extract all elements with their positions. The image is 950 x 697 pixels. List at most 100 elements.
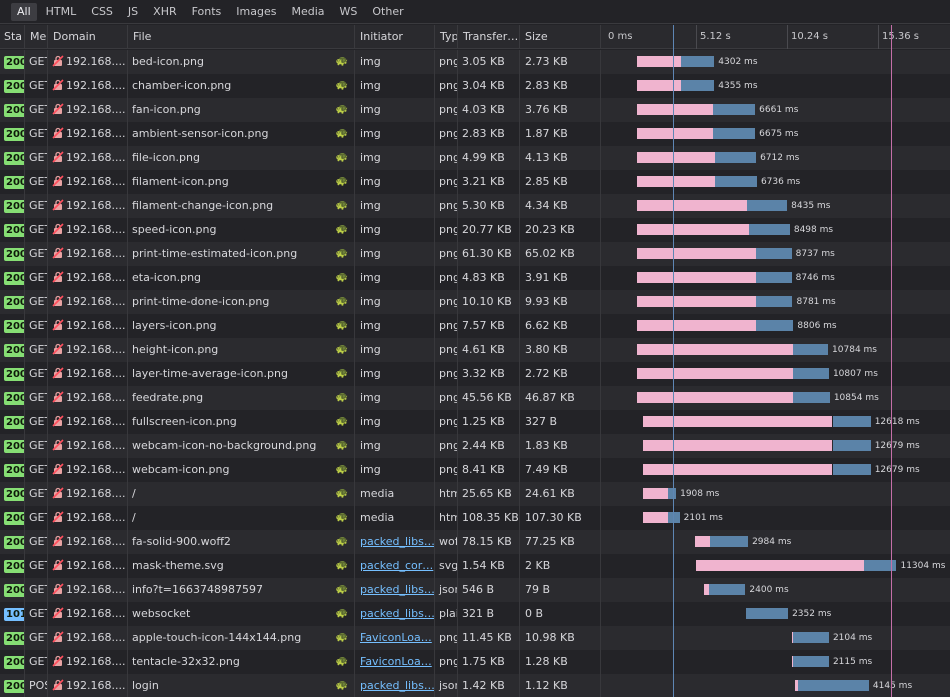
column-header-initiator[interactable]: Initiator — [356, 25, 435, 49]
waterfall-receiving-bar — [793, 368, 829, 379]
request-row[interactable]: 200GET 192.168.... eta-icon.png 🐢 imgpng4.83… — [0, 266, 950, 290]
status-badge: 200 — [4, 464, 24, 477]
domain-text: 192.168.... — [66, 343, 126, 356]
domain-text: 192.168.... — [66, 151, 126, 164]
filter-tab-other[interactable]: Other — [372, 4, 404, 18]
request-row[interactable]: 200GET192.168....print-time-estimated-ic… — [0, 242, 950, 266]
waterfall-receiving-bar — [756, 296, 793, 307]
type-cell: png — [436, 626, 458, 650]
initiator-cell[interactable]: packed_libs… — [356, 578, 435, 602]
request-list: 200GET192.168....bed-icon.png🐢imgpng3.05… — [0, 50, 950, 697]
status-badge: 200 — [4, 296, 24, 309]
column-header-size[interactable]: Size — [521, 25, 601, 49]
column-header-transferred[interactable]: Transfer… — [459, 25, 520, 49]
request-row[interactable]: 200GET 192.168.... height-icon.png 🐢 imgpng4… — [0, 338, 950, 362]
initiator-cell[interactable]: FaviconLoa… — [356, 650, 435, 674]
waterfall-cell: 2984 ms — [602, 530, 950, 554]
slow-request-turtle-icon: 🐢 — [335, 104, 348, 115]
request-row[interactable]: 200GET 192.168.... bed-icon.png 🐢 imgpng3.05… — [0, 50, 950, 74]
initiator-cell[interactable]: packed_libs… — [356, 530, 435, 554]
waterfall-cell: 6661 ms — [602, 98, 950, 122]
insecure-connection-icon — [52, 388, 64, 403]
waterfall-header[interactable]: 0 ms 5.12 s 10.24 s 15.36 s — [602, 25, 950, 49]
domain-text: 192.168.... — [66, 55, 126, 68]
column-header-status[interactable]: Sta — [0, 25, 25, 49]
domain-cell: 192.168.... — [49, 554, 128, 578]
filter-tab-ws[interactable]: WS — [339, 4, 358, 18]
status-cell: 200 — [0, 170, 25, 194]
request-row[interactable]: 200GET 192.168.... layers-icon.png 🐢 imgpng7… — [0, 314, 950, 338]
request-row[interactable]: 200GET 192.168.... mask-theme.svg 🐢 packed_c… — [0, 554, 950, 578]
request-row[interactable]: 200GET 192.168.... info?t=1663748987597 🐢 pa… — [0, 578, 950, 602]
waterfall-receiving-bar — [748, 224, 790, 235]
initiator-cell[interactable]: packed_cor… — [356, 554, 435, 578]
filter-tab-all[interactable]: All — [11, 2, 37, 21]
filter-tab-media[interactable]: Media — [291, 4, 325, 18]
waterfall-waiting-bar — [636, 392, 794, 403]
request-row[interactable]: 200GET 192.168.... fan-icon.png 🐢 imgpng4.03… — [0, 98, 950, 122]
waterfall-receiving-bar — [793, 632, 829, 643]
waterfall-cell: 8498 ms — [602, 218, 950, 242]
request-row[interactable]: 200GET192.168....filament-change-icon.pn… — [0, 194, 950, 218]
request-row[interactable]: 200GET 192.168.... filament-icon.png 🐢 imgpn… — [0, 170, 950, 194]
transferred-cell: 1.25 KB — [459, 410, 520, 434]
size-cell: 7.49 KB — [521, 458, 601, 482]
request-row[interactable]: 200GET192.168..../🐢mediahtml108.35 KB107… — [0, 506, 950, 530]
initiator-cell[interactable]: packed_libs… — [356, 602, 435, 626]
slow-request-turtle-icon: 🐢 — [335, 680, 348, 691]
request-row[interactable]: 200GET192.168....speed-icon.png🐢imgpng20… — [0, 218, 950, 242]
status-badge: 200 — [4, 512, 24, 525]
size-cell: 2.73 KB — [521, 50, 601, 74]
filter-tab-css[interactable]: CSS — [91, 4, 113, 18]
status-cell: 200 — [0, 554, 25, 578]
request-row[interactable]: 200GET192.168....ambient-sensor-icon.png… — [0, 122, 950, 146]
filter-tab-images[interactable]: Images — [236, 4, 277, 18]
file-name: layer-time-average-icon.png — [132, 367, 288, 380]
initiator-cell[interactable]: FaviconLoa… — [356, 626, 435, 650]
domain-cell: 192.168.... — [49, 314, 128, 338]
request-row[interactable]: 200POST 192.168.... login 🐢 packed_libs…json… — [0, 674, 950, 697]
request-row[interactable]: 200GET192.168....webcam-icon-no-backgrou… — [0, 434, 950, 458]
file-cell: ambient-sensor-icon.png 🐢 — [129, 122, 355, 146]
request-row[interactable]: 200GET192.168....print-time-done-icon.pn… — [0, 290, 950, 314]
initiator-cell: img — [356, 170, 435, 194]
request-row[interactable]: 200GET 192.168.... tentacle-32x32.png 🐢 Favi… — [0, 650, 950, 674]
file-cell: filament-icon.png 🐢 — [129, 170, 355, 194]
request-row[interactable]: 200GET 192.168.... feedrate.png 🐢 imgpng45.5… — [0, 386, 950, 410]
column-header-file[interactable]: File — [129, 25, 355, 49]
status-cell: 200 — [0, 650, 25, 674]
file-name: ambient-sensor-icon.png — [132, 127, 269, 140]
request-row[interactable]: 200GET192.168....layer-time-average-icon… — [0, 362, 950, 386]
insecure-connection-icon — [52, 556, 64, 571]
method-cell: GET — [26, 122, 48, 146]
initiator-cell[interactable]: packed_libs… — [356, 674, 435, 697]
request-row[interactable]: 200GET 192.168.... webcam-icon.png 🐢 imgpng8… — [0, 458, 950, 482]
type-cell: png — [436, 122, 458, 146]
transferred-cell: 3.04 KB — [459, 74, 520, 98]
request-row[interactable]: 101GET 192.168.... websocket 🐢 packed_libs…p… — [0, 602, 950, 626]
request-row[interactable]: 200GET 192.168.... fullscreen-icon.png 🐢 img… — [0, 410, 950, 434]
filter-tab-html[interactable]: HTML — [45, 4, 77, 18]
file-cell: webcam-icon-no-background.png 🐢 — [129, 434, 355, 458]
size-cell: 10.98 KB — [521, 626, 601, 650]
size-cell: 1.87 KB — [521, 122, 601, 146]
filter-tab-js[interactable]: JS — [127, 4, 139, 18]
column-header-type[interactable]: Typ — [436, 25, 458, 49]
filter-tab-xhr[interactable]: XHR — [153, 4, 177, 18]
request-row[interactable]: 200GET 192.168.... chamber-icon.png 🐢 imgpng… — [0, 74, 950, 98]
file-name: websocket — [132, 607, 191, 620]
request-row[interactable]: 200GET 192.168.... file-icon.png 🐢 imgpng4.9… — [0, 146, 950, 170]
slow-request-turtle-icon: 🐢 — [335, 272, 348, 283]
filter-tab-fonts[interactable]: Fonts — [191, 4, 222, 18]
insecure-connection-icon — [52, 436, 64, 451]
slow-request-turtle-icon: 🐢 — [335, 176, 348, 187]
domain-cell: 192.168.... — [49, 506, 128, 530]
column-header-domain[interactable]: Domain — [49, 25, 128, 49]
request-row[interactable]: 200GET192.168....apple-touch-icon-144x14… — [0, 626, 950, 650]
type-cell: png — [436, 194, 458, 218]
request-row[interactable]: 200GET 192.168.... fa-solid-900.woff2 🐢 pack… — [0, 530, 950, 554]
type-cell: plain — [436, 602, 458, 626]
column-header-method[interactable]: Me — [26, 25, 48, 49]
type-cell: png — [436, 266, 458, 290]
request-row[interactable]: 200GET192.168..../🐢mediahtml25.65 KB24.6… — [0, 482, 950, 506]
